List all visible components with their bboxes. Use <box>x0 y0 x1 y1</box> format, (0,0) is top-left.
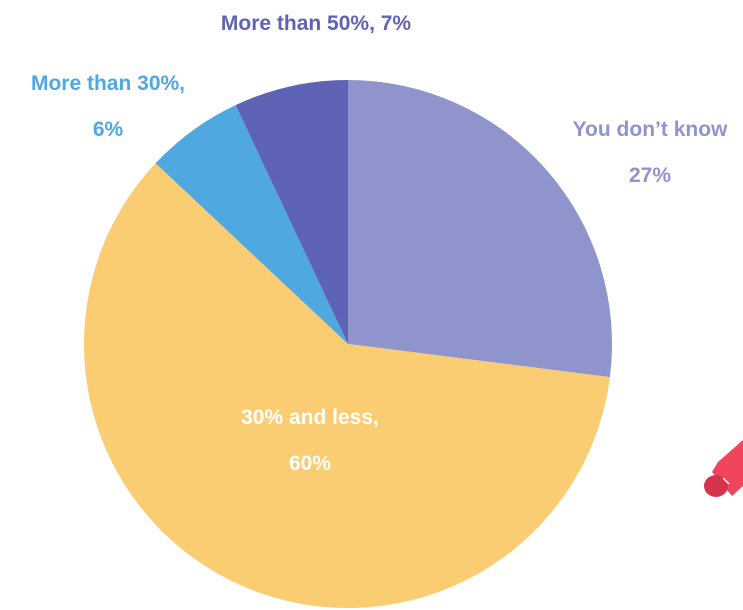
pie-slice-3 <box>235 80 348 344</box>
slice-label-0: You don’t know <box>573 118 728 141</box>
slice-value-0: 27% <box>629 164 671 187</box>
megaphone-icon <box>704 440 743 497</box>
megaphone-stripe <box>722 477 730 485</box>
megaphone-body <box>712 440 743 496</box>
pie-slice-0 <box>348 80 613 378</box>
megaphone-handle <box>704 475 728 497</box>
slice-label-2: More than 30%, <box>31 72 185 95</box>
slice-value-1: 60% <box>289 452 331 475</box>
slice-label-1: 30% and less, <box>241 406 379 429</box>
pie-slice-1 <box>84 163 610 608</box>
slice-value-2: 6% <box>93 118 124 141</box>
pie-slice-2 <box>155 105 348 344</box>
slice-label-3: More than 50%, 7% <box>221 12 412 35</box>
